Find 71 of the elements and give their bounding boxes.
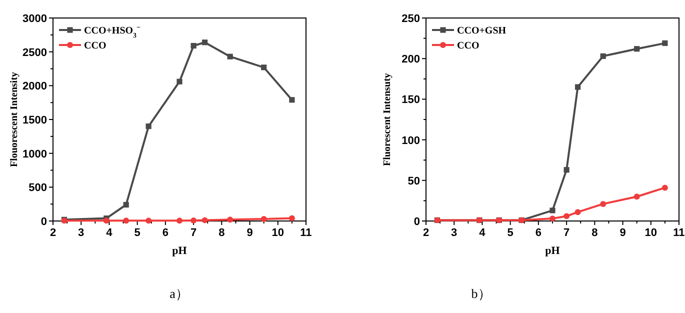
point: [634, 46, 640, 52]
x-tick-label: 7: [563, 227, 570, 239]
y-tick-label: 200: [402, 54, 420, 66]
x-axis-title: pH: [172, 245, 188, 257]
point: [227, 216, 234, 223]
x-tick-label: 11: [300, 227, 312, 239]
point: [190, 42, 196, 49]
point: [176, 218, 182, 224]
x-tick-label: 9: [620, 227, 626, 239]
x-tick-label: 2: [50, 227, 56, 239]
point: [261, 64, 267, 70]
x-tick-label: 5: [507, 227, 514, 239]
x-tick-label: 4: [479, 227, 486, 239]
x-tick-label: 8: [218, 227, 225, 239]
point: [550, 216, 556, 222]
y-tick-label: 500: [28, 182, 47, 194]
y-tick-label: 0: [40, 216, 47, 228]
point: [123, 202, 129, 208]
y-tick-label: 3000: [22, 13, 47, 25]
y-tick-label: 100: [402, 134, 420, 147]
point: [202, 40, 208, 46]
text: b）: [471, 286, 491, 301]
point: [662, 40, 668, 46]
x-tick-label: 7: [190, 227, 197, 239]
y-tick-label: 0: [414, 216, 420, 228]
point: [288, 215, 295, 222]
x-tick-label: 5: [134, 227, 140, 239]
point: [146, 218, 152, 224]
x-tick-label: 6: [535, 227, 542, 239]
x-tick-label: 3: [78, 227, 84, 239]
legend-label: CCO+GSH: [457, 26, 506, 36]
point: [600, 53, 606, 59]
x-tick-label: 4: [106, 227, 114, 239]
point: [260, 216, 267, 222]
point: [146, 123, 152, 130]
y-tick-label: 250: [402, 13, 420, 25]
x-tick-label: 8: [592, 227, 598, 239]
y-tick-label: 50: [408, 175, 420, 188]
y-axis-title: Fluorescent Intensuty: [382, 73, 393, 166]
x-tick-label: 10: [644, 227, 658, 239]
point: [564, 167, 570, 173]
text: a）: [170, 286, 188, 301]
x-tick-label: 2: [422, 227, 430, 239]
point: [600, 200, 606, 207]
y-tick-label: 1500: [22, 114, 47, 126]
x-tick-label: 11: [673, 227, 685, 239]
legend-label: CCO: [457, 40, 480, 52]
point: [202, 217, 208, 224]
y-tick-label: 1000: [22, 148, 47, 160]
point: [634, 194, 640, 200]
x-axis-title: pH: [545, 245, 560, 257]
x-tick-label: 3: [451, 227, 458, 239]
point: [550, 208, 556, 214]
point: [564, 213, 570, 220]
y-tick-label: 150: [402, 94, 420, 106]
point: [227, 54, 233, 60]
legend-label: CCO: [84, 40, 106, 52]
point: [176, 78, 182, 84]
x-tick-label: 10: [272, 227, 284, 239]
point: [103, 218, 110, 224]
point: [574, 209, 581, 216]
y-tick-label: 2500: [22, 46, 47, 59]
x-tick-label: 6: [162, 227, 169, 239]
y-axis-title: Flouorescent Intensity: [9, 72, 20, 168]
y-tick-label: 2000: [22, 80, 47, 93]
point: [190, 217, 197, 224]
point: [123, 218, 130, 224]
point: [575, 84, 581, 90]
x-tick-label: 9: [246, 227, 253, 239]
point: [289, 97, 295, 103]
point: [662, 184, 668, 191]
